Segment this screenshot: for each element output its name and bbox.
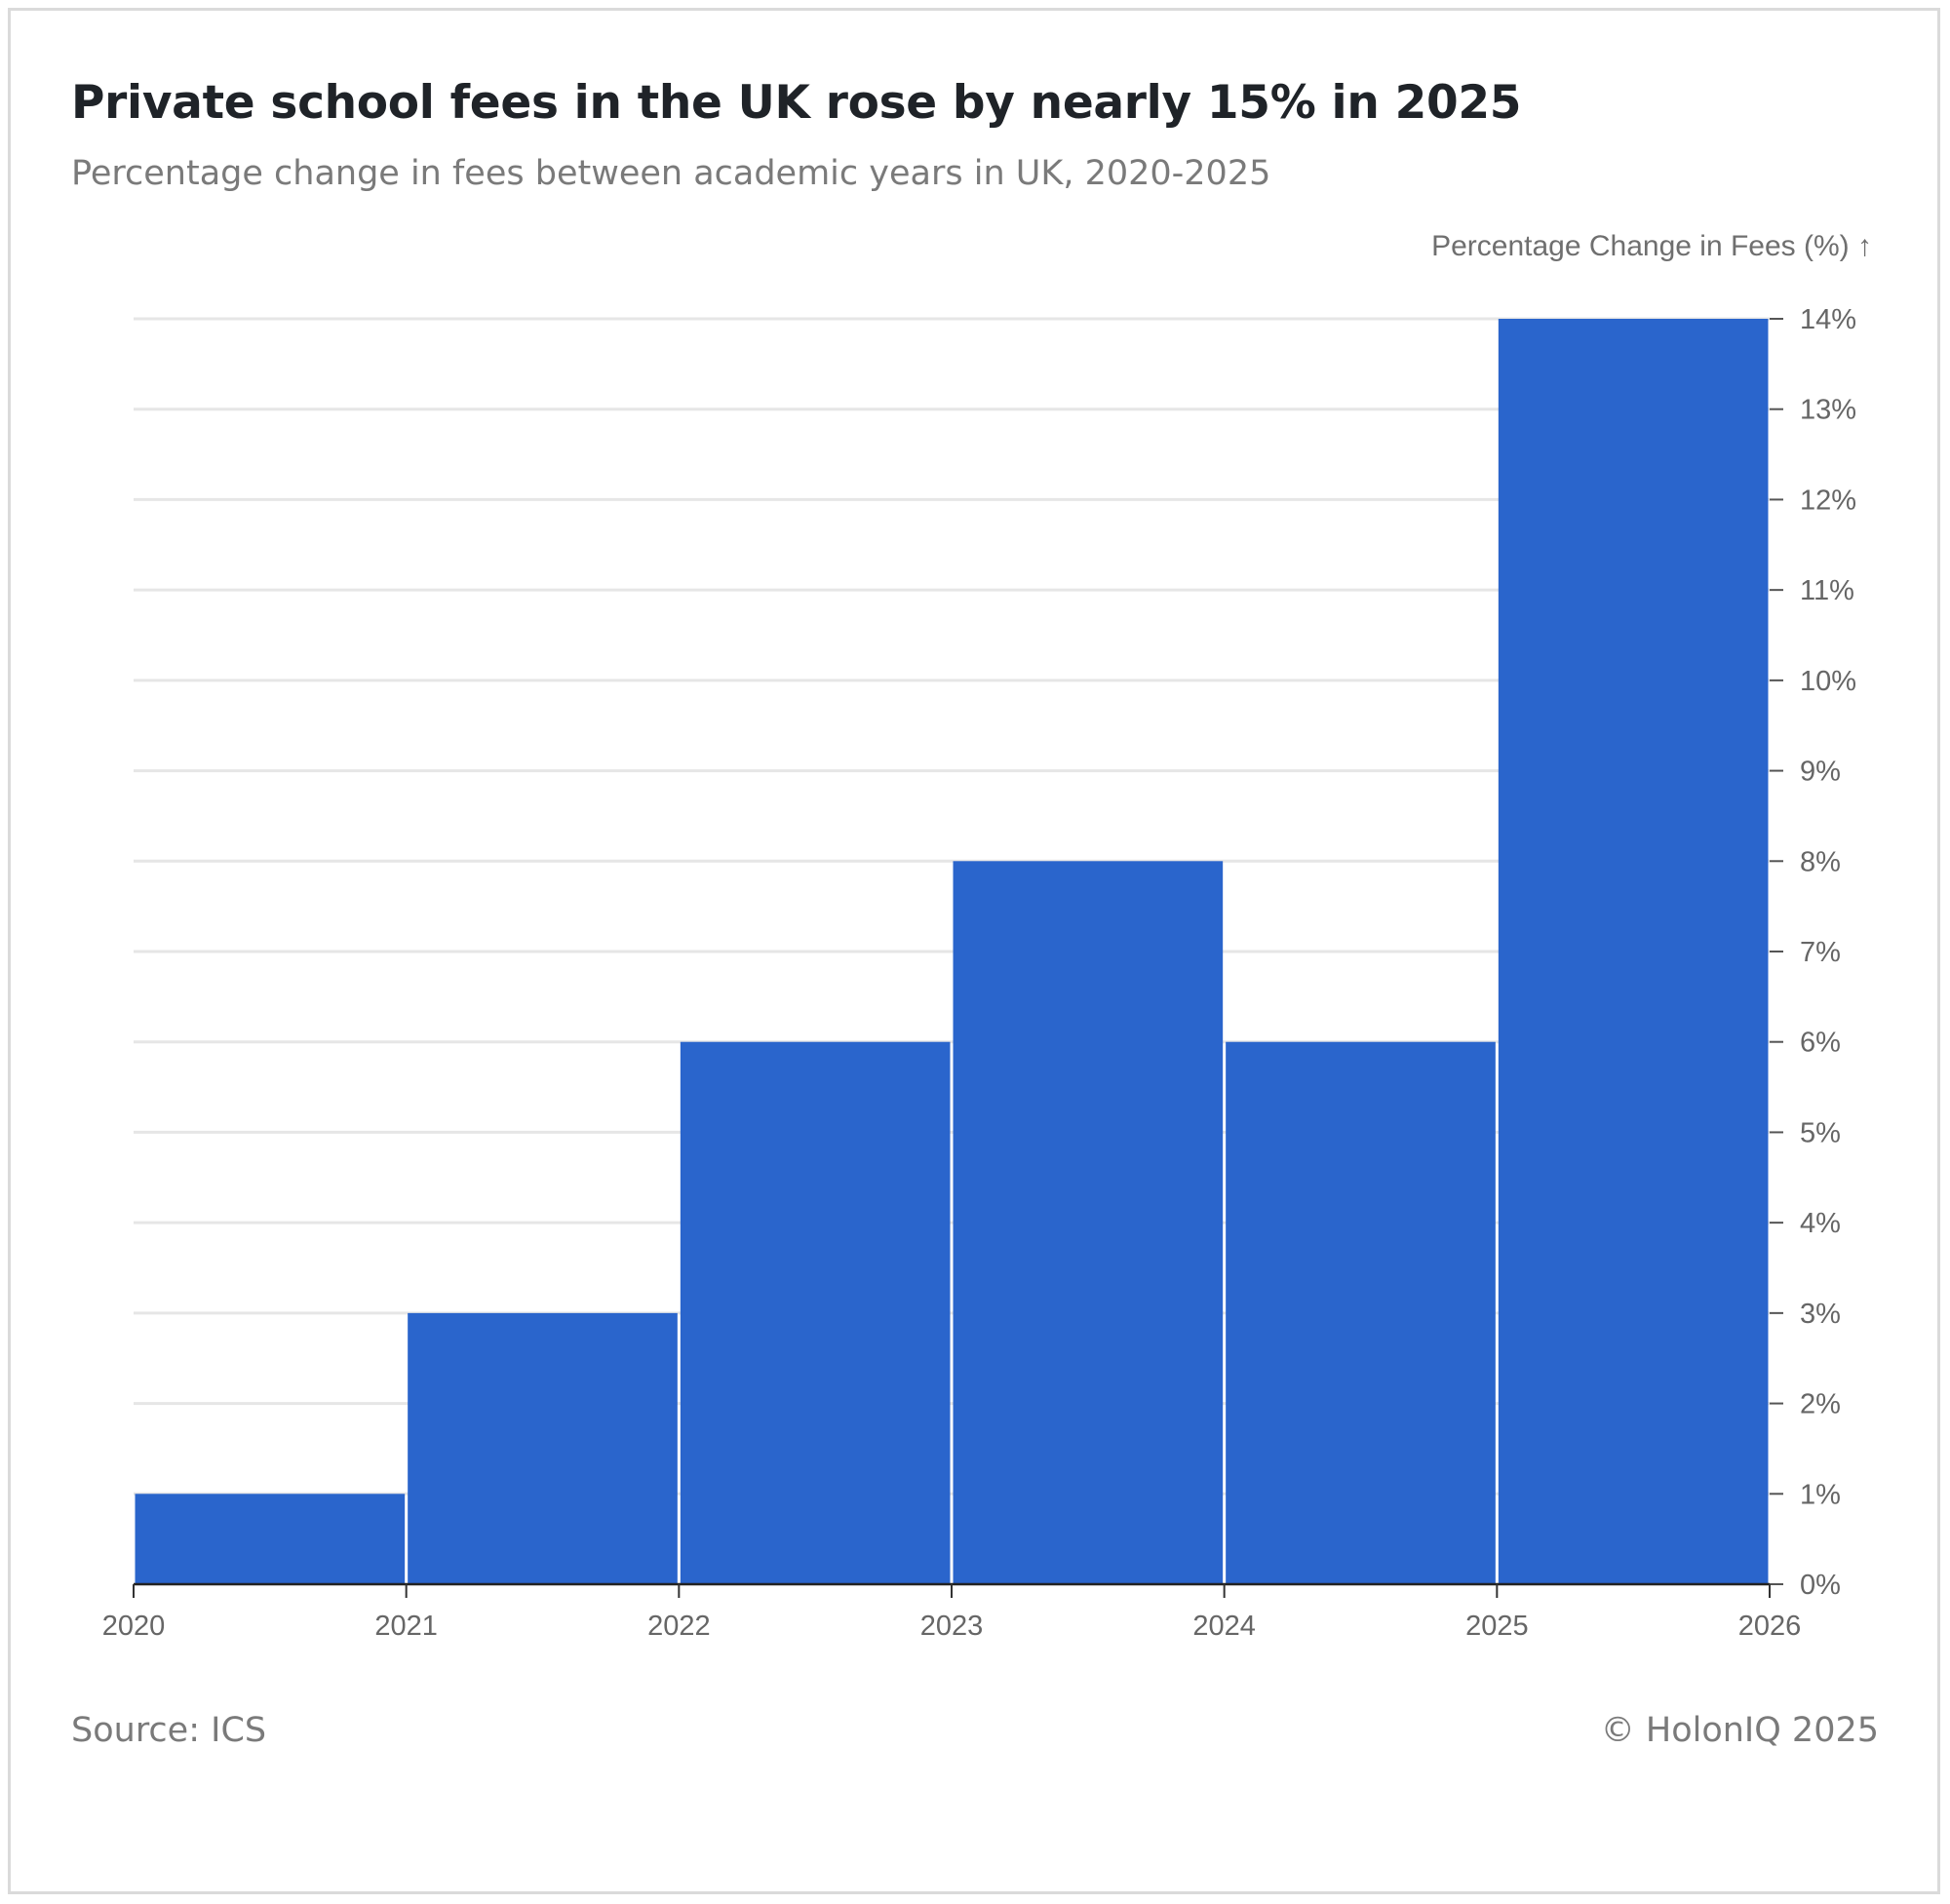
x-tick-label: 2022 xyxy=(647,1611,711,1642)
source-note: Source: ICS xyxy=(71,1711,267,1750)
y-tick-label: 8% xyxy=(1800,846,1841,877)
bar xyxy=(680,1041,951,1584)
y-tick-label: 11% xyxy=(1800,575,1854,606)
bars xyxy=(135,319,1769,1584)
chart-subtitle: Percentage change in fees between academ… xyxy=(71,154,1271,193)
x-tick-label: 2020 xyxy=(102,1611,166,1642)
bar xyxy=(1498,319,1769,1584)
copyright-note: © HolonIQ 2025 xyxy=(1600,1711,1879,1750)
y-tick-label: 6% xyxy=(1800,1028,1841,1059)
y-tick-label: 10% xyxy=(1800,666,1856,697)
axes: 0% 1% 2% 3% 4% 5% 6% 7% 8% 9% 10% 11% 12% 13% 14% 2020 2… xyxy=(102,304,1856,1642)
y-tick-label: 3% xyxy=(1800,1299,1841,1330)
y-tick-label: 14% xyxy=(1800,304,1856,335)
y-tick-label: 13% xyxy=(1800,395,1856,426)
y-tick-label: 9% xyxy=(1800,757,1841,788)
y-tick-label: 2% xyxy=(1800,1389,1841,1420)
x-tick-label: 2026 xyxy=(1738,1611,1802,1642)
y-tick-label: 5% xyxy=(1800,1117,1841,1148)
y-tick-label: 7% xyxy=(1800,937,1841,968)
y-tick-label: 12% xyxy=(1800,485,1856,516)
x-tick-label: 2021 xyxy=(374,1611,438,1642)
x-tick-label: 2023 xyxy=(920,1611,984,1642)
chart-title: Private school fees in the UK rose by ne… xyxy=(71,76,1522,130)
bar xyxy=(953,861,1224,1584)
y-axis-label: Percentage Change in Fees (%) ↑ xyxy=(1431,230,1872,262)
x-tick-label: 2025 xyxy=(1465,1611,1529,1642)
bar xyxy=(1226,1041,1496,1584)
y-tick-label: 1% xyxy=(1800,1479,1841,1510)
bar xyxy=(408,1312,678,1584)
gridlines xyxy=(134,317,1770,1496)
x-tick-label: 2024 xyxy=(1192,1611,1256,1642)
bar xyxy=(135,1494,406,1584)
y-tick-label: 0% xyxy=(1800,1570,1841,1601)
y-tick-label: 4% xyxy=(1800,1208,1841,1239)
